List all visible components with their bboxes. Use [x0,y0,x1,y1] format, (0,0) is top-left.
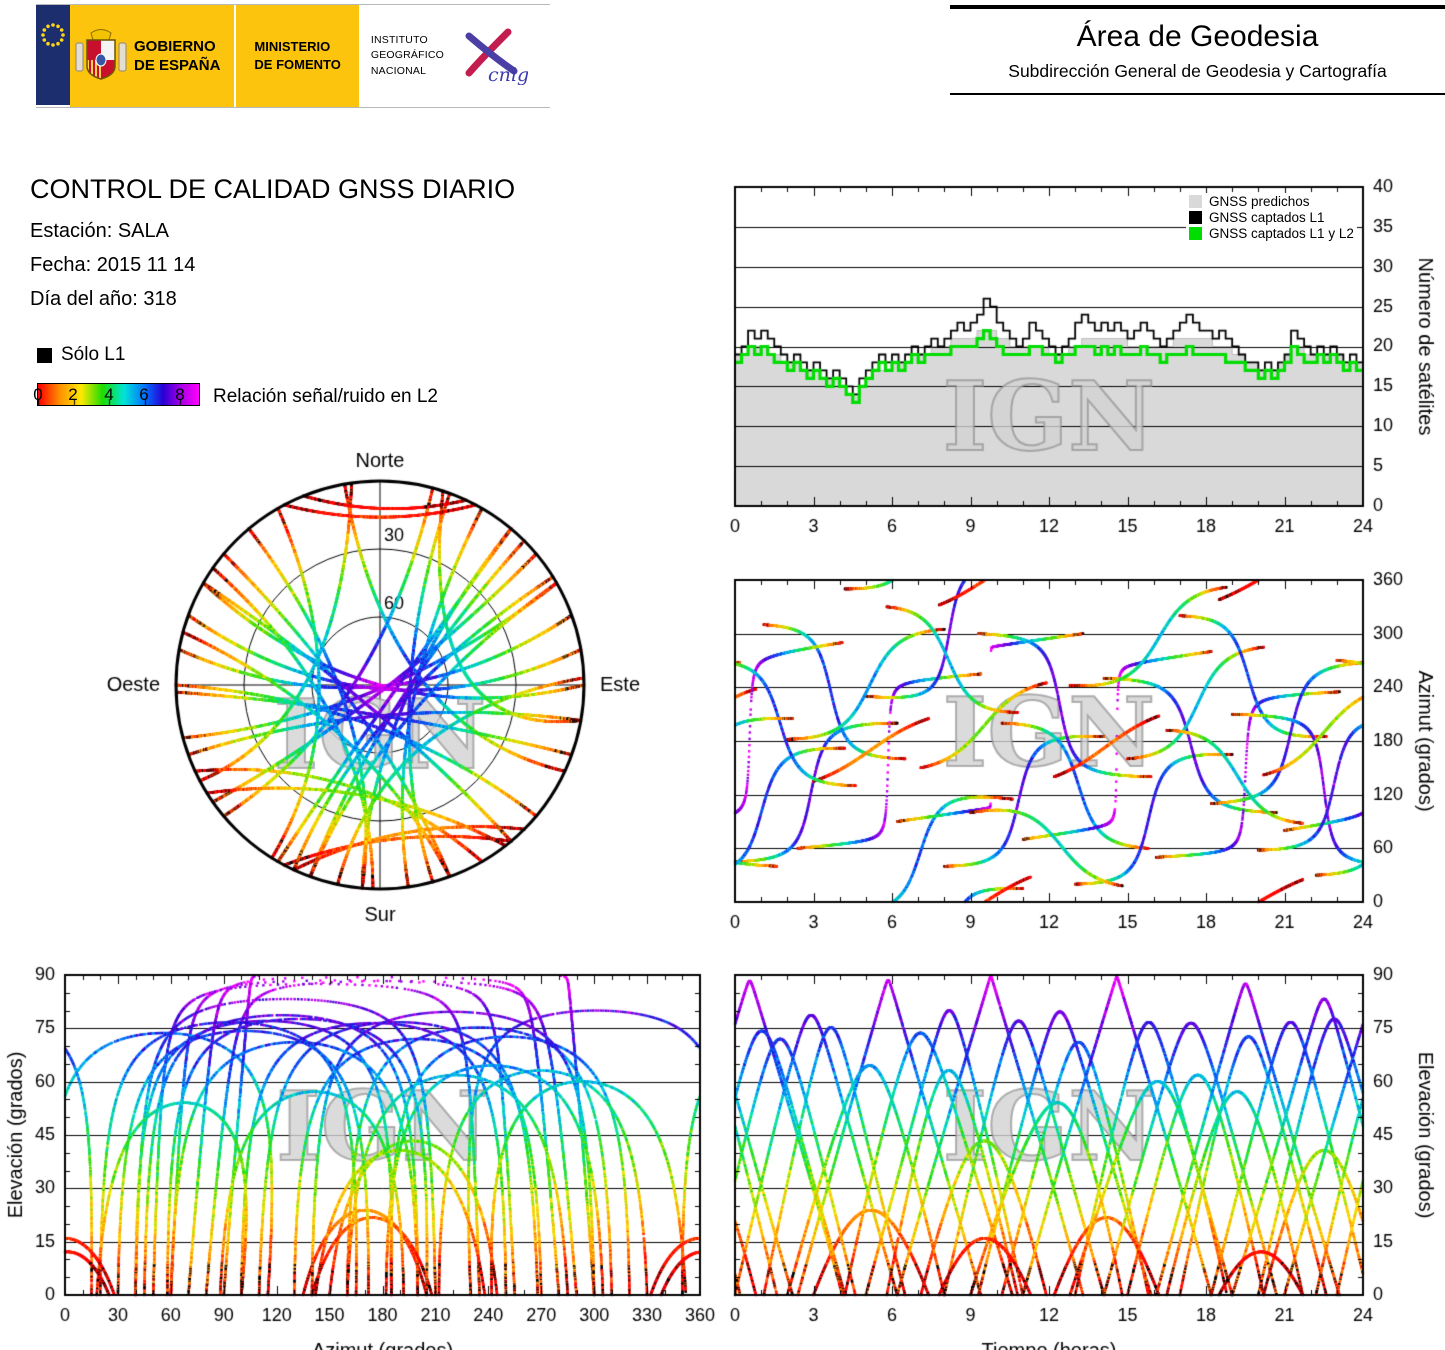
gobierno-banner: GOBIERNO DE ESPAÑA MINISTERIO DE FOMENTO… [36,4,550,108]
snr-colorbar-label: Relación señal/ruido en L2 [213,386,438,407]
captados-l1-swatch [1189,211,1202,224]
area-bottom-rule [950,93,1445,95]
area-header: Área de Geodesia Subdirección General de… [950,0,1445,95]
ministerio-label: MINISTERIO DE FOMENTO [236,5,359,107]
solo-l1-label: Sólo L1 [61,344,126,365]
banner-divider [234,5,237,107]
snr-tick-4: 4 [104,385,114,404]
ministerio-line1: MINISTERIO [254,39,331,55]
ign-line2: GEOGRÁFICO [370,49,445,62]
snr-colorbar [37,383,200,406]
area-top-rule [950,5,1445,9]
doy-line: Día del año: 318 [30,288,177,310]
solo-l1-swatch [37,347,52,363]
ministerio-line2: DE FOMENTO [254,57,341,72]
snr-colorbar-legend: 0 2 4 6 8 [33,383,457,406]
ign-label: INSTITUTO GEOGRÁFICO NACIONAL [359,5,454,107]
predichos-swatch [1189,195,1202,208]
gobierno-line2: DE ESPAÑA [134,57,221,74]
cnig-logo-box: cnig [454,5,530,107]
date-line: Fecha: 2015 11 14 [30,254,196,276]
snr-tick-0: 0 [33,385,43,404]
satellite-count-legend: GNSS predichos GNSS captados L1 GNSS cap… [1186,193,1357,243]
station-line: Estación: SALA [30,220,169,242]
legend-row-predichos: GNSS predichos [1189,194,1354,209]
ign-line1: INSTITUTO [370,34,428,47]
captados-l1l2-swatch [1189,227,1202,240]
snr-tick-2: 2 [68,385,78,404]
snr-colorbar-ticks: 0 2 4 6 8 [33,383,457,405]
captados-l1-label: GNSS captados L1 [1209,210,1325,225]
cnig-logo-icon: cnig [465,28,528,85]
legend-row-captados-l1l2: GNSS captados L1 y L2 [1189,226,1354,241]
elevation-azimuth-chart [0,962,722,1350]
captados-l1l2-label: GNSS captados L1 y L2 [1209,226,1354,241]
ign-line3: NACIONAL [370,64,427,77]
snr-tick-8: 8 [175,385,185,404]
gobierno-yellow-block: GOBIERNO DE ESPAÑA MINISTERIO DE FOMENTO [70,5,359,107]
eu-flag [36,5,70,105]
snr-tick-6: 6 [139,385,149,404]
cnig-wordmark: cnig [488,64,528,85]
area-subtitle: Subdirección General de Geodesia y Carto… [1008,61,1387,81]
gobierno-line1: GOBIERNO [134,37,216,55]
solo-l1-legend: Sólo L1 [37,344,125,366]
spain-coat-of-arms-box [70,5,132,107]
elevation-time-chart [700,962,1445,1350]
predichos-label: GNSS predichos [1209,194,1310,209]
page-title: CONTROL DE CALIDAD GNSS DIARIO [30,174,516,204]
area-title: Área de Geodesia [1076,20,1319,53]
gobierno-label: GOBIERNO DE ESPAÑA [132,5,235,107]
azimuth-time-chart [700,570,1445,938]
skyplot-chart [88,428,708,942]
legend-row-captados-l1: GNSS captados L1 [1189,210,1354,225]
spain-coat-of-arms-icon [75,29,127,80]
